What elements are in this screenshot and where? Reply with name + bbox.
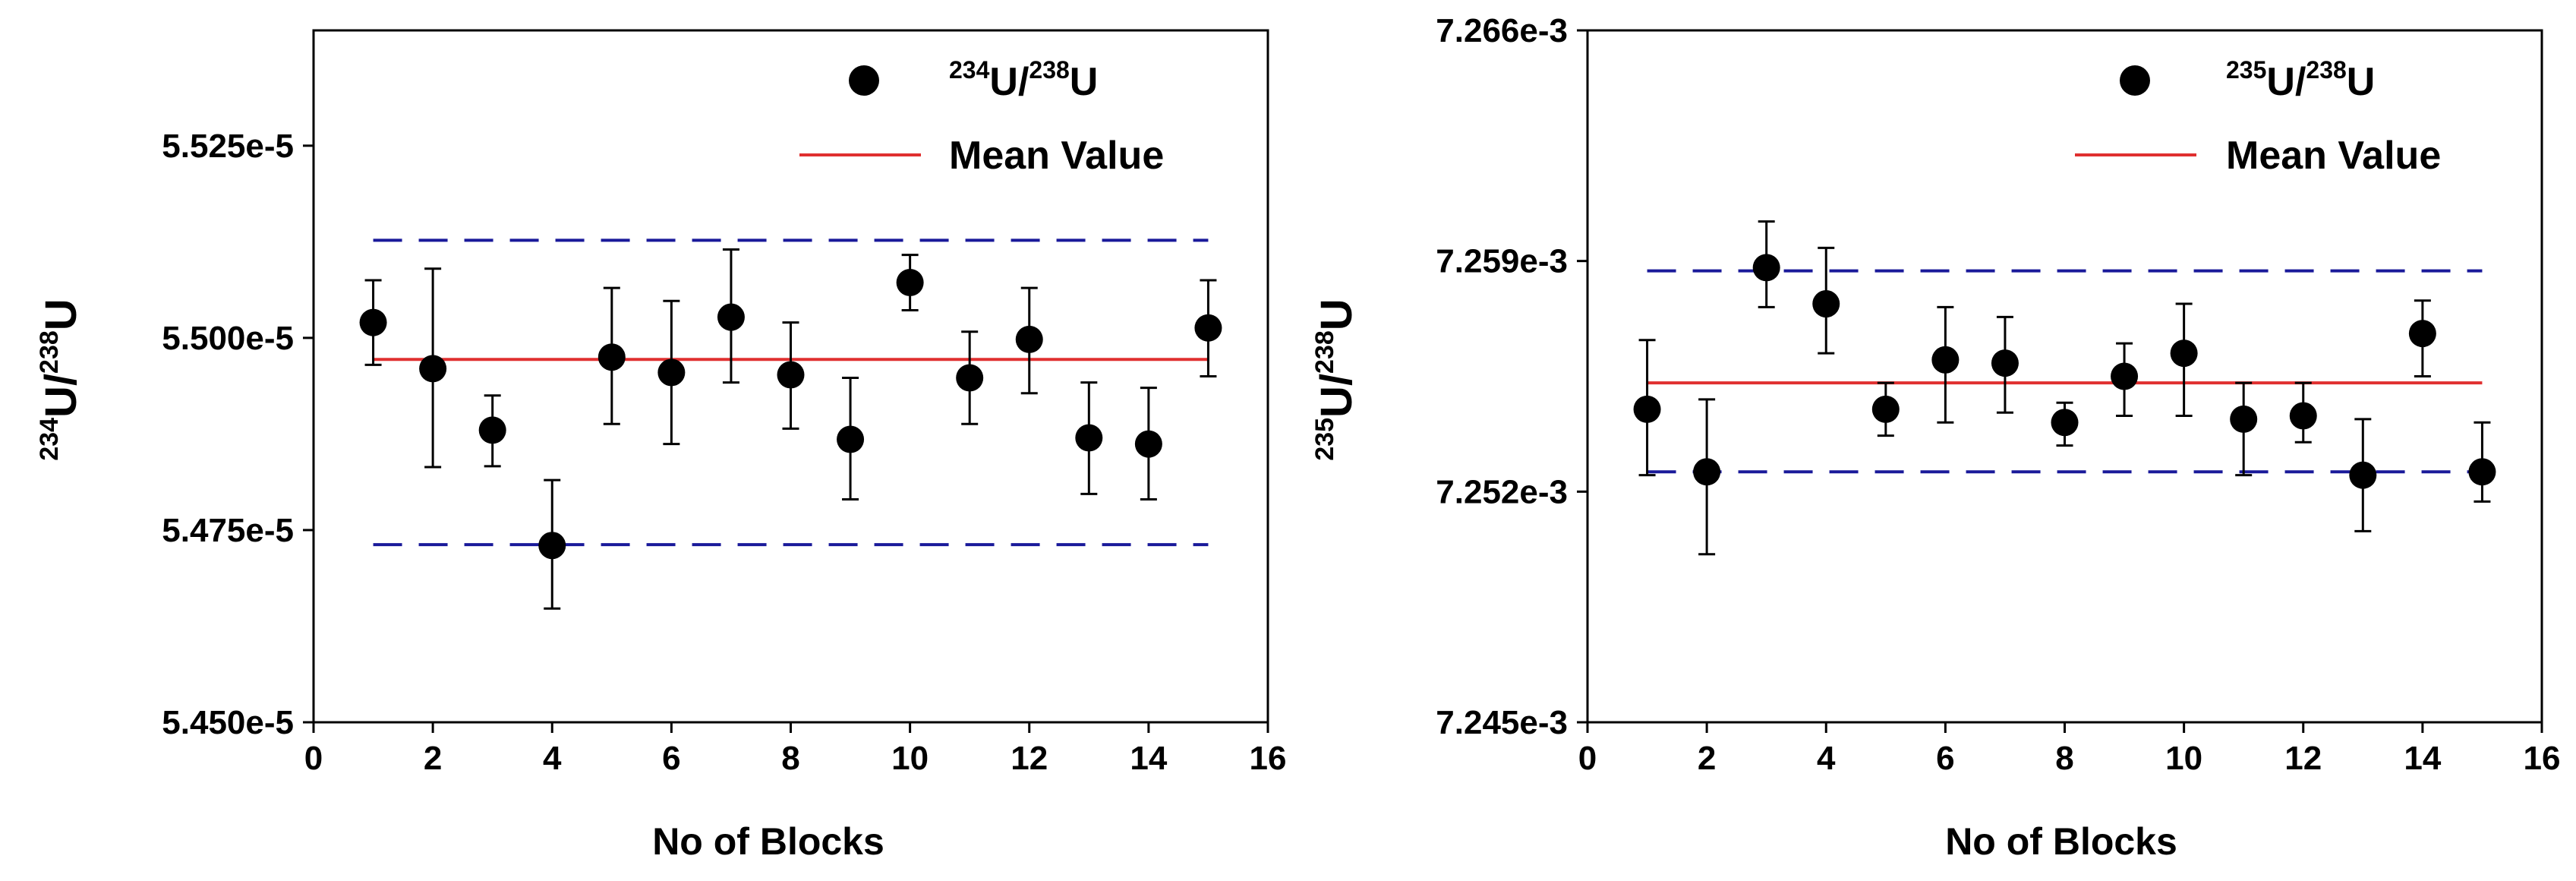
data-point-left-9 — [896, 269, 924, 297]
data-points-left — [359, 248, 1222, 610]
x-tick-label-right-7: 14 — [2404, 740, 2441, 777]
data-point-left-5 — [657, 358, 686, 387]
data-point-left-0 — [359, 308, 387, 336]
legend-mean-label-left: Mean Value — [949, 134, 1164, 178]
x-tick-label-left-2: 4 — [543, 740, 562, 777]
y-axis-label-left: 234U/238U — [35, 298, 86, 460]
bound-lines-right — [1647, 269, 2483, 474]
data-point-right-1 — [1693, 458, 1721, 486]
data-point-right-11 — [2289, 402, 2317, 430]
chart-right: 7.245e-3 7.252e-3 7.259e-3 7.266e-3 0 2 4 6 8 10… — [1310, 12, 2560, 863]
data-point-right-2 — [1752, 254, 1780, 282]
data-point-right-5 — [1931, 346, 1960, 374]
x-tick-label-right-5: 10 — [2165, 740, 2202, 777]
legend-series-label-right: 235U/238U — [2226, 56, 2375, 104]
x-ticks-left: 0 2 4 6 8 10 12 14 16 — [304, 722, 1287, 777]
data-point-right-9 — [2170, 339, 2198, 368]
y-tick-label-left-2: 5.500e-5 — [162, 320, 294, 357]
y-tick-label-left-0: 5.450e-5 — [162, 704, 294, 741]
x-tick-label-left-1: 2 — [424, 740, 442, 777]
data-point-right-12 — [2349, 461, 2377, 489]
y-ticks-left: 5.450e-5 5.475e-5 5.500e-5 5.525e-5 — [162, 128, 314, 741]
data-point-left-6 — [717, 303, 745, 331]
legend-left: 234U/238U Mean Value — [799, 56, 1164, 178]
data-points-right — [1633, 220, 2496, 556]
data-point-right-13 — [2408, 320, 2436, 348]
x-tick-label-left-4: 8 — [781, 740, 799, 777]
y-tick-label-right-2: 7.259e-3 — [1436, 243, 1568, 280]
x-tick-label-right-4: 8 — [2055, 740, 2073, 777]
data-point-left-7 — [777, 361, 805, 389]
data-point-left-10 — [956, 364, 984, 392]
data-point-left-1 — [419, 355, 447, 383]
x-axis-label-right: No of Blocks — [1945, 820, 2177, 863]
data-point-left-11 — [1015, 325, 1043, 353]
data-point-left-14 — [1194, 314, 1222, 342]
y-tick-label-right-3: 7.266e-3 — [1436, 12, 1568, 49]
x-tick-label-left-8: 16 — [1250, 740, 1287, 777]
x-tick-label-right-8: 16 — [2524, 740, 2561, 777]
data-point-left-4 — [597, 343, 626, 371]
legend-mean-label-right: Mean Value — [2226, 134, 2441, 178]
chart-left: 5.450e-5 5.475e-5 5.500e-5 5.525e-5 0 2 4 6 8 10… — [35, 29, 1287, 863]
x-tick-label-right-2: 4 — [1817, 740, 1836, 777]
x-tick-label-right-6: 12 — [2284, 740, 2322, 777]
x-tick-label-right-1: 2 — [1698, 740, 1716, 777]
data-point-right-7 — [2051, 409, 2079, 437]
data-point-right-8 — [2111, 362, 2139, 390]
plot-area-right — [1586, 29, 2543, 724]
data-point-right-4 — [1871, 395, 1900, 423]
y-ticks-right: 7.245e-3 7.252e-3 7.259e-3 7.266e-3 — [1436, 12, 1588, 741]
data-point-left-12 — [1075, 424, 1103, 452]
y-tick-label-left-3: 5.525e-5 — [162, 128, 294, 165]
x-tick-label-right-0: 0 — [1578, 740, 1597, 777]
data-point-left-2 — [478, 416, 506, 444]
data-point-right-0 — [1633, 395, 1661, 423]
y-tick-label-right-0: 7.245e-3 — [1436, 704, 1568, 741]
data-point-right-3 — [1812, 290, 1840, 318]
legend-marker-right — [2120, 65, 2150, 96]
x-tick-label-left-5: 10 — [891, 740, 929, 777]
legend-marker-left — [849, 65, 879, 96]
data-point-right-10 — [2230, 405, 2258, 433]
y-axis-label-right: 235U/238U — [1310, 298, 1361, 460]
y-tick-label-right-1: 7.252e-3 — [1436, 473, 1568, 510]
x-tick-label-left-7: 14 — [1130, 740, 1167, 777]
bound-lines-left — [373, 238, 1209, 547]
x-tick-label-left-0: 0 — [304, 740, 323, 777]
data-point-left-3 — [538, 532, 566, 560]
legend-right: 235U/238U Mean Value — [2075, 56, 2441, 178]
x-tick-label-right-3: 6 — [1936, 740, 1954, 777]
legend-series-label-left: 234U/238U — [949, 56, 1098, 104]
data-point-left-8 — [837, 425, 865, 453]
data-point-right-14 — [2468, 458, 2496, 486]
data-point-right-6 — [1991, 349, 2019, 377]
x-tick-label-left-6: 12 — [1011, 740, 1048, 777]
data-point-left-13 — [1134, 430, 1162, 458]
y-tick-label-left-1: 5.475e-5 — [162, 512, 294, 549]
x-tick-label-left-3: 6 — [662, 740, 680, 777]
x-ticks-right: 0 2 4 6 8 10 12 14 16 — [1578, 722, 2561, 777]
x-axis-label-left: No of Blocks — [652, 820, 884, 863]
